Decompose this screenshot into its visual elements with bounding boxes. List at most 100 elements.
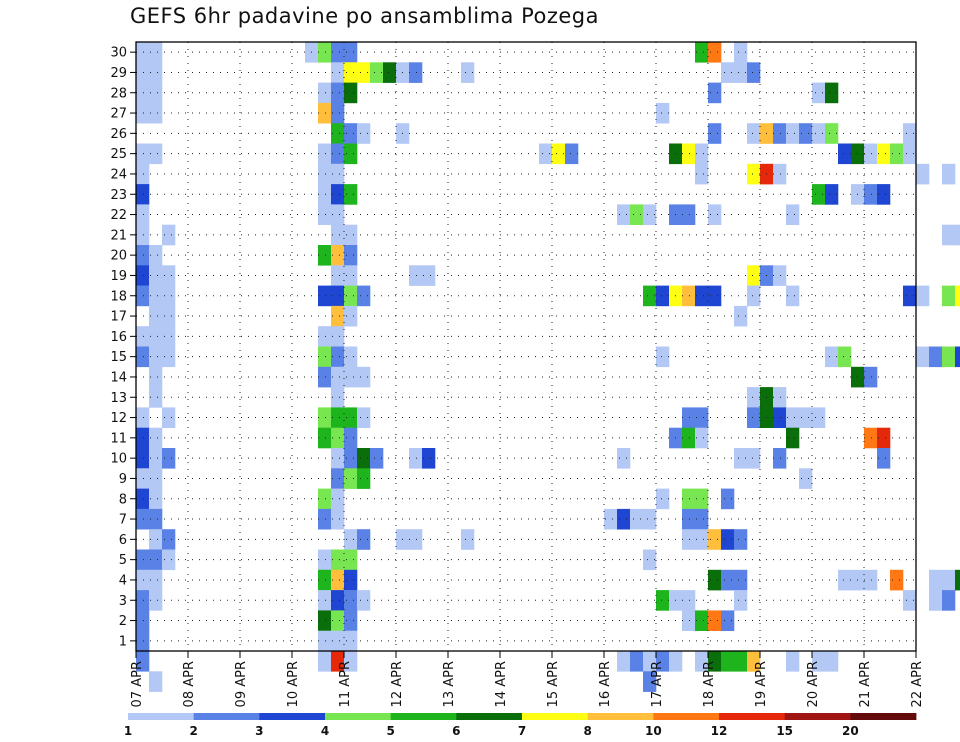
heatmap-cell <box>669 651 683 672</box>
heatmap-cell <box>734 590 748 611</box>
heatmap-cell <box>331 569 345 591</box>
heatmap-cell <box>149 265 163 286</box>
heatmap-cell <box>682 590 696 611</box>
cells-layer <box>136 42 960 692</box>
legend-label: 7 <box>518 724 526 738</box>
legend-label: 5 <box>386 724 394 738</box>
x-tick-label: 13 APR <box>442 661 457 707</box>
heatmap-cell <box>734 62 748 83</box>
heatmap-cell <box>695 488 709 510</box>
y-tick-label: 2 <box>119 614 127 629</box>
heatmap-cell <box>890 569 904 591</box>
heatmap-cell <box>812 651 826 672</box>
heatmap-cell <box>149 102 163 124</box>
heatmap-cell <box>682 508 696 530</box>
heatmap-cell <box>747 387 761 408</box>
y-tick-label: 22 <box>110 208 127 223</box>
heatmap-cell <box>955 224 960 246</box>
heatmap-cell <box>331 427 345 449</box>
y-tick-label: 14 <box>110 370 127 385</box>
heatmap-cell <box>149 508 163 530</box>
heatmap-cell <box>136 245 150 266</box>
heatmap-cell <box>318 366 332 388</box>
heatmap-cell <box>331 610 345 631</box>
y-tick-label: 10 <box>110 452 127 467</box>
plot-frame <box>135 41 917 652</box>
heatmap-cell <box>344 407 358 428</box>
heatmap-cell <box>461 529 475 550</box>
heatmap-cell <box>461 62 475 83</box>
legend-swatch <box>193 713 260 720</box>
heatmap-cell <box>344 468 358 489</box>
heatmap-cell <box>331 184 345 205</box>
heatmap-cell <box>136 224 150 246</box>
heatmap-cell <box>656 285 670 307</box>
heatmap-cell <box>695 651 709 672</box>
heatmap-cell <box>747 265 761 286</box>
heatmap-cell <box>747 651 761 672</box>
x-tick-label: 16 APR <box>598 661 613 707</box>
heatmap-cell <box>318 630 332 652</box>
heatmap-cell <box>786 651 800 672</box>
heatmap-cell <box>136 42 150 63</box>
heatmap-cell <box>136 407 150 428</box>
heatmap-cell <box>890 143 904 165</box>
y-tick-label: 23 <box>110 188 127 203</box>
heatmap-cell <box>149 590 163 611</box>
heatmap-cell <box>942 285 956 307</box>
heatmap-cell <box>136 488 150 510</box>
heatmap-cell <box>344 590 358 611</box>
heatmap-cell <box>344 123 358 144</box>
heatmap-cell <box>773 163 787 185</box>
heatmap-cell <box>162 224 176 246</box>
y-tick-label: 5 <box>119 553 127 568</box>
y-tick-label: 27 <box>110 107 127 122</box>
heatmap-cell <box>136 630 150 652</box>
heatmap-cell <box>903 285 917 307</box>
heatmap-cell <box>955 569 960 591</box>
legend: 1 2 3 4 5 6 7 8 10 12 15 20 <box>124 713 917 738</box>
heatmap-cell <box>916 285 930 307</box>
heatmap-cell <box>331 204 345 225</box>
heatmap-cell <box>318 245 332 266</box>
heatmap-cell <box>149 366 163 388</box>
heatmap-cell <box>708 204 722 225</box>
legend-label: 12 <box>711 724 728 738</box>
heatmap-cell <box>318 488 332 510</box>
heatmap-cell <box>318 407 332 428</box>
heatmap-cell <box>903 143 917 165</box>
heatmap-cell <box>630 204 644 225</box>
heatmap-cell <box>929 569 943 591</box>
heatmap-cell <box>357 366 371 388</box>
heatmap-cell <box>708 529 722 550</box>
heatmap-cell <box>149 448 163 469</box>
heatmap-cell <box>318 143 332 165</box>
heatmap-cell <box>708 610 722 631</box>
chart-title: GEFS 6hr padavine po ansamblima Pozega <box>130 4 600 28</box>
heatmap-cell <box>344 610 358 631</box>
heatmap-cell <box>370 62 384 83</box>
heatmap-cell <box>318 590 332 611</box>
heatmap-cell <box>747 163 761 185</box>
legend-swatch <box>850 713 917 720</box>
heatmap-cell <box>149 245 163 266</box>
y-tick-label: 4 <box>119 573 127 588</box>
heatmap-cell <box>812 407 826 428</box>
heatmap-cell <box>149 82 163 104</box>
heatmap-cell <box>682 610 696 631</box>
heatmap-cell <box>721 610 735 631</box>
heatmap-cell <box>877 184 891 205</box>
heatmap-cell <box>708 82 722 104</box>
heatmap-cell <box>643 671 657 692</box>
heatmap-cell <box>344 529 358 550</box>
heatmap-cell <box>136 204 150 225</box>
heatmap-cell <box>344 366 358 388</box>
heatmap-cell <box>136 468 150 489</box>
y-tick-label: 11 <box>110 431 127 446</box>
heatmap-cell <box>136 427 150 449</box>
heatmap-cell <box>331 468 345 489</box>
heatmap-cell <box>370 448 384 469</box>
heatmap-cell <box>344 265 358 286</box>
heatmap-cell <box>747 123 761 144</box>
heatmap-cell <box>318 184 332 205</box>
